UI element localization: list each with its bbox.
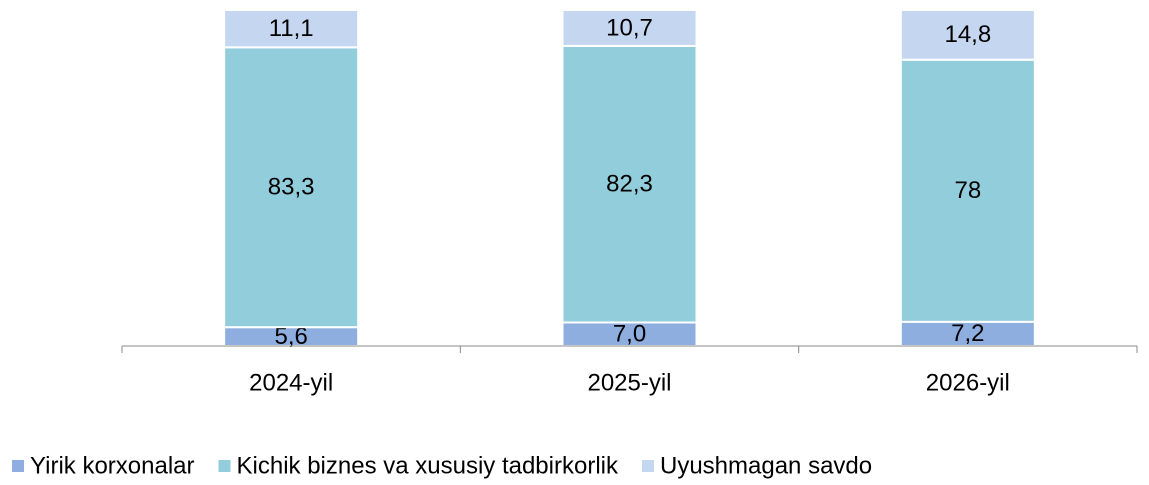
legend-swatch <box>12 460 24 472</box>
bar-segment <box>223 46 360 329</box>
data-label: 78 <box>954 177 981 204</box>
data-label: 7,2 <box>951 320 984 347</box>
data-label: 10,7 <box>606 14 653 41</box>
bar-segment <box>561 44 698 324</box>
data-label: 83,3 <box>268 174 315 201</box>
legend-label: Uyushmagan savdo <box>660 452 872 479</box>
x-tick-label: 2024-yil <box>249 369 333 396</box>
legend-label: Kichik biznes va xususiy tadbirkorlik <box>237 452 619 479</box>
data-label: 82,3 <box>606 171 653 198</box>
legend-swatch <box>218 460 231 472</box>
bar-segment <box>561 9 698 47</box>
legend-label: Yirik korxonalar <box>30 452 195 479</box>
bar-segment <box>899 58 1036 323</box>
bar-segment <box>899 9 1036 61</box>
legend-swatch <box>641 460 654 472</box>
data-label: 14,8 <box>944 21 991 48</box>
x-tick-label: 2025-yil <box>587 369 671 396</box>
data-label: 11,1 <box>269 15 314 42</box>
bar-segment <box>223 9 360 49</box>
x-tick-label: 2026-yil <box>926 369 1010 396</box>
data-label: 7,0 <box>613 321 646 348</box>
